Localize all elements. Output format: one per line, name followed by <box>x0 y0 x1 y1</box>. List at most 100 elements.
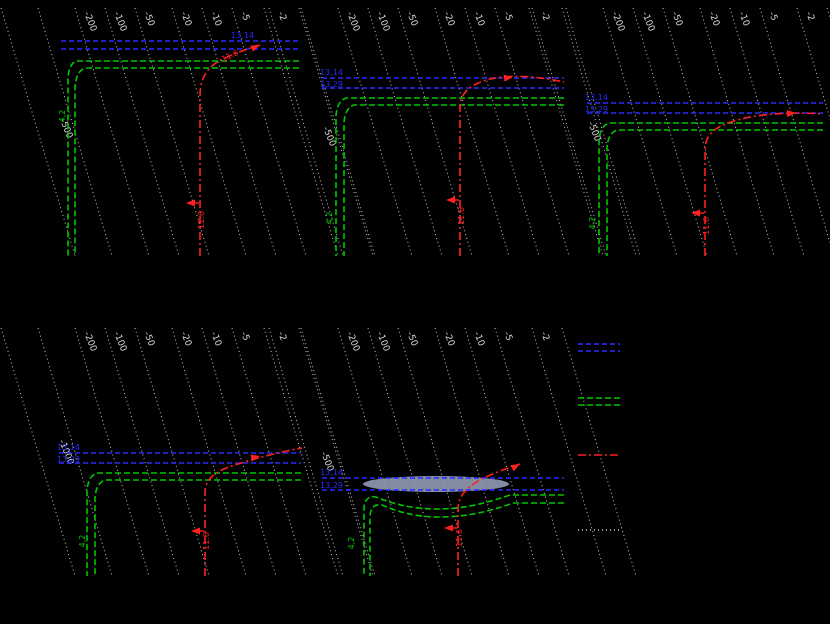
dotted-contour-top-label: -10 <box>208 10 223 28</box>
dotted-contour-top-label: -200 <box>609 10 626 33</box>
dotted-contour-top-label: -2 <box>275 330 288 342</box>
red-trajectory-line <box>457 463 521 576</box>
arrowhead <box>444 524 453 532</box>
dotted-contour-line <box>231 7 307 257</box>
dotted-contour-top-label: -10 <box>208 330 223 348</box>
arrowhead <box>446 196 455 204</box>
dotted-contour-line <box>201 327 277 577</box>
dotted-contour-line <box>104 7 180 257</box>
dotted-contour-line <box>171 7 247 257</box>
dotted-contour-top-label: -100 <box>639 10 656 33</box>
green-contours: 4,2 <box>58 60 299 256</box>
green-contour-line <box>343 104 564 256</box>
shaded-region <box>363 476 509 492</box>
dotted-contour-line <box>367 327 443 577</box>
green-contour-label: 4,2 <box>347 537 356 550</box>
dotted-contour-top-label: -20 <box>441 330 456 348</box>
dotted-contour-line <box>464 327 540 577</box>
panel-top-middle: -200 -100 -50 -20 -10 -5 -2 -500 13,14 13,29 4,2 11… <box>263 7 637 257</box>
dotted-contour-line <box>565 7 641 257</box>
dotted-contour-top-label: -10 <box>471 330 486 348</box>
legend <box>578 343 620 531</box>
dotted-contour-line <box>300 7 376 257</box>
dotted-contour-top-label: -20 <box>178 330 193 348</box>
green-contour-label: 4,2 <box>78 535 87 548</box>
legend-group <box>578 343 620 531</box>
green-contours: 4,2 <box>588 122 823 256</box>
red-trajectory-line <box>199 44 261 256</box>
dotted-contour-top-label: -200 <box>81 10 98 33</box>
dotted-contour-top-label: -100 <box>374 10 391 33</box>
green-contour-label: 4,2 <box>325 212 334 225</box>
dotted-contour-top-label: -200 <box>344 10 361 33</box>
blue-contours: 13,14 13,29 <box>57 443 301 464</box>
dotted-contour-top-label: -100 <box>111 330 128 353</box>
green-contour-label: 4,2 <box>58 110 67 123</box>
green-contours: 4,2 <box>325 97 564 256</box>
dotted-contour-top-label: -5 <box>766 10 779 22</box>
dotted-contour-top-label: -20 <box>706 10 721 28</box>
red-trajectory: 11.611.6 <box>186 44 261 256</box>
red-trajectory-label: 11.6 <box>202 532 211 550</box>
dotted-contour-top-label: -20 <box>178 10 193 28</box>
dotted-contour-line <box>494 7 570 257</box>
red-trajectory-label: 11.6 <box>457 207 466 225</box>
dotted-contour-top-label: -100 <box>111 10 128 33</box>
dotted-contour-line <box>494 327 570 577</box>
blue-contours: 13,14 13,29 <box>320 68 564 89</box>
blue-contours: 13,14 <box>61 31 299 50</box>
arrowhead <box>691 209 700 217</box>
dotted-contour-top-label: -50 <box>404 10 419 28</box>
red-trajectory: 11.6 <box>191 447 303 576</box>
dotted-contour-top-label: -5 <box>238 10 251 22</box>
dotted-contour-top-label: -50 <box>141 330 156 348</box>
dotted-contour-line <box>662 7 738 257</box>
dotted-contour-line <box>632 7 708 257</box>
dotted-contour-top-label: -10 <box>736 10 751 28</box>
dotted-contour-top-label: -50 <box>669 10 684 28</box>
red-trajectory: 11.6 <box>446 74 565 256</box>
red-trajectory-label: 11.6 <box>702 217 711 235</box>
dotted-contours: -200 -100 -50 -20 -10 -5 -2-500 <box>528 7 830 257</box>
dotted-contour-top-label: -10 <box>471 10 486 28</box>
dotted-contour-top-label: -50 <box>404 330 419 348</box>
red-trajectory-line <box>204 447 303 576</box>
panel-top-left: -200 -100 -50 -20 -10 -5 -2 -500 13,14 4,2 11.611.… <box>0 7 374 257</box>
panel-group-top-middle: -200 -100 -50 -20 -10 -5 -2 -500 13,14 13,29 4,2 11… <box>263 7 637 257</box>
arrowhead <box>786 109 796 117</box>
dotted-contour-top-label: -2 <box>538 330 551 342</box>
dotted-contour-line <box>231 327 307 577</box>
dotted-contour-line <box>37 327 113 577</box>
dotted-contour-line <box>796 7 830 121</box>
dotted-contour-top-label: -2 <box>275 10 288 22</box>
blue-contours: 13,14 13,29 <box>320 468 564 491</box>
dotted-contour-top-label: -100 <box>374 330 391 353</box>
arrowhead <box>191 527 200 535</box>
arrowhead <box>250 45 260 52</box>
dotted-contour-top-label: -200 <box>344 330 361 353</box>
dotted-contour-line <box>759 7 830 245</box>
dotted-contours: -200 -100 -50 -20 -10 -5 -2-500 <box>263 7 637 257</box>
green-contours: 4,2 <box>78 472 301 576</box>
dotted-contour-line <box>300 327 376 577</box>
blue-contour-label: 13,14 <box>231 31 254 40</box>
dotted-contour-top-label: -50 <box>141 10 156 28</box>
dotted-contour-line <box>367 7 443 257</box>
green-contours: 4,2 <box>347 494 564 576</box>
dotted-contour-line <box>434 327 510 577</box>
arrowhead <box>250 454 260 462</box>
green-contour-line <box>363 494 564 576</box>
dotted-contour-top-label: -5 <box>501 10 514 22</box>
blue-contour-label: 13,14 <box>585 93 608 102</box>
arrowhead <box>510 464 520 472</box>
green-contour-label: 4,2 <box>588 217 597 230</box>
blue-contours: 13,14 13,29 <box>585 93 823 114</box>
red-trajectory-line <box>459 75 565 256</box>
green-contour-line <box>335 97 564 256</box>
blue-contour-label: 13,29 <box>57 455 80 464</box>
dotted-contour-line <box>464 7 540 257</box>
